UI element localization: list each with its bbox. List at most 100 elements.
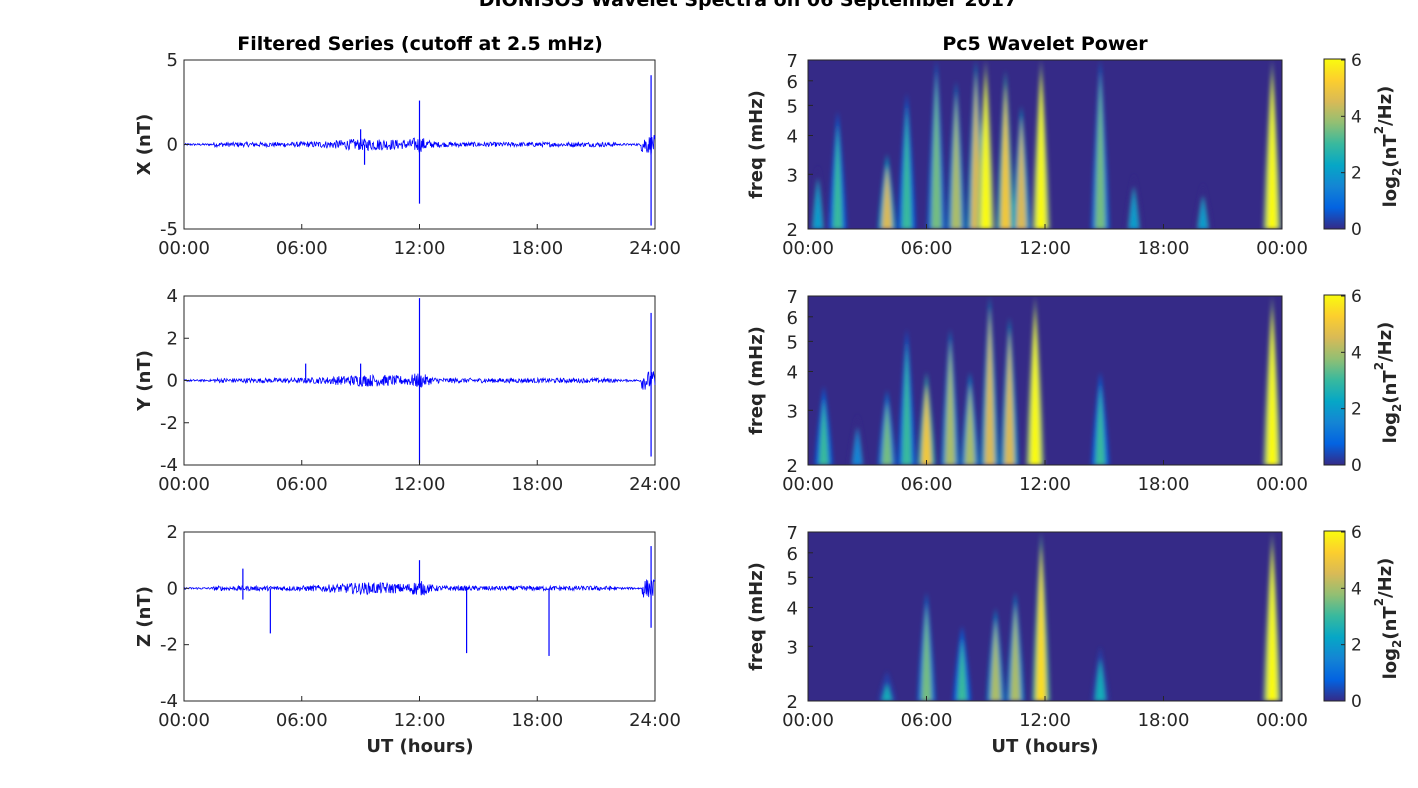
heatmap-background [808, 296, 1282, 465]
colorbar-tick-label: 6 [1351, 287, 1362, 307]
colorbar-tick-label: 4 [1351, 107, 1362, 127]
power-burst-core [1004, 328, 1015, 465]
x-tick-label: 00:00 [1256, 474, 1308, 495]
power-burst-core [1128, 186, 1139, 229]
y-tick-label: 7 [787, 51, 798, 72]
power-burst-core [1198, 195, 1208, 229]
colorbar-label-part: 2 [1390, 640, 1404, 648]
x-tick-label: 18:00 [511, 710, 563, 731]
colorbar-label-part: 2 [1390, 404, 1404, 412]
colorbar-tick-label: 0 [1351, 692, 1362, 712]
colorbar-tick-label: 0 [1351, 220, 1362, 240]
power-burst-core [1016, 117, 1027, 229]
y-tick-label: 0 [167, 135, 178, 156]
y-tick-label: 0 [167, 578, 178, 599]
y-tick-label: 2 [167, 522, 178, 543]
colorbar-label-part: (nT [1380, 370, 1401, 404]
power-burst-core [957, 637, 967, 701]
y-axis-label: freq (mHz) [746, 562, 767, 671]
power-burst-core [882, 682, 892, 701]
y-tick-label: 3 [787, 165, 798, 186]
x-tick-label: 06:00 [276, 710, 328, 731]
power-burst-core [1267, 544, 1278, 701]
power-burst-core [951, 92, 962, 229]
colorbar-label-part: 2 [1390, 168, 1404, 176]
power-burst-core [921, 603, 932, 701]
x-tick-label: 06:00 [276, 238, 328, 259]
power-burst-core [1036, 72, 1046, 229]
x-tick-label: 18:00 [1138, 710, 1190, 731]
y-tick-label: 6 [787, 544, 798, 565]
y-tick-label: 4 [167, 286, 178, 307]
power-burst-core [931, 72, 942, 229]
y-tick-label: 4 [787, 126, 798, 147]
y-tick-label: 7 [787, 523, 798, 544]
power-burst-core [980, 72, 991, 229]
power-burst-core [1095, 383, 1106, 465]
heatmap-bursts [808, 60, 1282, 229]
power-burst-core [1030, 308, 1041, 465]
figure-title: DIONISOS Wavelet Spectra on 06 September… [479, 0, 1017, 11]
y-tick-label: -4 [160, 455, 178, 476]
colorbar-label-part: 2 [1372, 126, 1386, 134]
colorbar-label: log2(nT2/Hz) [1372, 322, 1404, 444]
y-tick-label: 2 [787, 692, 798, 713]
power-burst-core [852, 426, 863, 465]
x-tick-label: 24:00 [629, 710, 681, 731]
colorbar-label-part: 2 [1372, 598, 1386, 606]
y-tick-label: 2 [787, 456, 798, 477]
x-tick-label: 06:00 [276, 474, 328, 495]
x-tick-label: 12:00 [394, 710, 446, 731]
colorbar-tick-label: 2 [1351, 636, 1362, 656]
colorbar: 0 2 4 6 log2(nT2/Hz) [1323, 51, 1404, 240]
y-tick-label: -2 [160, 635, 178, 656]
y-tick-label: 6 [787, 72, 798, 93]
power-burst-core [832, 122, 843, 229]
power-burst-core [812, 177, 823, 229]
x-tick-label: 00:00 [158, 474, 210, 495]
y-tick-label: 6 [787, 308, 798, 329]
y-tick-label: 7 [787, 287, 798, 308]
colorbar-tick-label: 6 [1351, 51, 1362, 71]
x-tick-label: 24:00 [629, 238, 681, 259]
left-x-axis-label: UT (hours) [366, 736, 473, 757]
heatmap-bursts [814, 296, 1282, 465]
power-burst-core [1000, 81, 1011, 229]
panel-y-series: 00:00 06:00 12:00 18:00 24:00 -4 -2 0 2 4 Y (nT) [134, 286, 681, 495]
colorbar-label-part: /Hz) [1375, 322, 1396, 362]
power-burst-core [921, 383, 932, 465]
x-tick-label: 12:00 [394, 238, 446, 259]
y-tick-label: 3 [787, 637, 798, 658]
power-burst-core [1267, 72, 1278, 229]
colorbar-label-part: log [1380, 412, 1401, 443]
y-tick-label: 3 [787, 401, 798, 422]
colorbar-tick-label: 6 [1351, 523, 1362, 543]
x-tick-label: 18:00 [511, 474, 563, 495]
colorbar-tick-label: 4 [1351, 343, 1362, 363]
y-tick-label: -5 [160, 219, 178, 240]
power-burst-core [990, 619, 1001, 701]
x-tick-label: 06:00 [901, 238, 953, 259]
y-tick-label: -2 [160, 413, 178, 434]
x-tick-label: 18:00 [1138, 474, 1190, 495]
power-burst-core [984, 308, 995, 465]
right-x-axis-label: UT (hours) [991, 736, 1098, 757]
x-tick-label: 00:00 [158, 238, 210, 259]
y-axis-label: Z (nT) [134, 586, 155, 647]
x-tick-label: 00:00 [1256, 710, 1308, 731]
colorbar-label: log2(nT2/Hz) [1372, 86, 1404, 208]
y-tick-label: -4 [160, 691, 178, 712]
x-tick-label: 00:00 [782, 238, 834, 259]
y-axis-label: X (nT) [134, 114, 155, 176]
x-tick-label: 12:00 [1019, 710, 1071, 731]
colorbar-label-part: log [1380, 648, 1401, 679]
y-tick-label: 5 [167, 50, 178, 71]
plot-area [183, 531, 656, 702]
power-burst-core [965, 383, 975, 465]
